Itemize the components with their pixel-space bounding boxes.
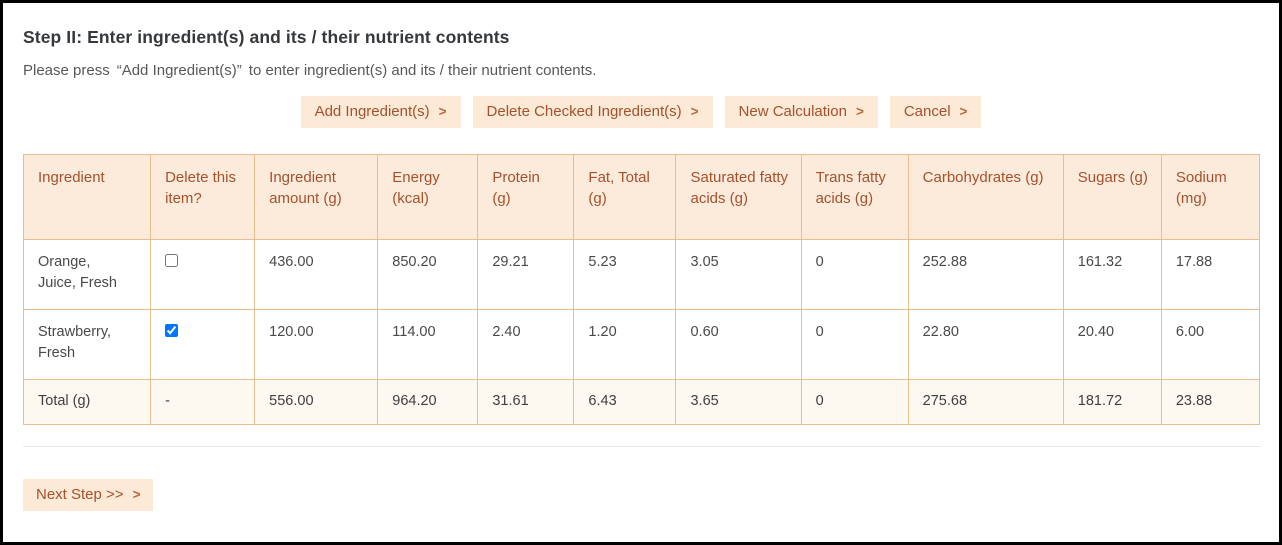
- instruction-prefix: Please press: [23, 62, 110, 79]
- nutrient-value-cell: 29.21: [477, 239, 575, 310]
- column-header: Ingredient amount (g): [254, 154, 379, 240]
- chevron-right-icon: >: [959, 104, 968, 119]
- new-calculation-button[interactable]: New Calculation >: [724, 96, 878, 128]
- page-title: Step II: Enter ingredient(s) and its / t…: [23, 27, 510, 47]
- instruction-quoted-phrase: “Add Ingredient(s)”: [116, 62, 242, 79]
- nutrient-value-cell: 2.40: [477, 309, 575, 380]
- delete-item-checkbox[interactable]: [165, 254, 179, 267]
- add-ingredients-button[interactable]: Add Ingredient(s) >: [300, 96, 461, 128]
- nutrient-value-cell: 114.00: [377, 309, 479, 380]
- column-header: Carbohydrates (g): [907, 154, 1064, 240]
- nutrient-value-cell: 0: [800, 309, 909, 380]
- total-value-cell: 31.61: [477, 379, 575, 425]
- button-label: Delete Checked Ingredient(s): [486, 103, 682, 120]
- ingredient-name-cell: Strawberry, Fresh: [22, 309, 152, 380]
- column-header: Ingredient: [22, 154, 152, 240]
- cancel-button[interactable]: Cancel >: [889, 96, 982, 128]
- column-header: Saturated fatty acids (g): [675, 154, 802, 240]
- total-value-cell: 23.88: [1160, 379, 1261, 425]
- delete-checked-ingredients-button[interactable]: Delete Checked Ingredient(s) >: [472, 96, 713, 128]
- total-value-cell: 556.00: [254, 379, 379, 425]
- table-row: Orange, Juice, Fresh 436.00 850.20 29.21 5.2…: [22, 239, 1261, 310]
- column-header: Fat, Total (g): [573, 154, 677, 240]
- ingredient-name-cell: Orange, Juice, Fresh: [22, 239, 152, 310]
- nutrient-value-cell: 436.00: [254, 239, 379, 310]
- button-label: New Calculation: [738, 103, 847, 120]
- table-row: Strawberry, Fresh 120.00 114.00 2.40 1.20 0.6…: [22, 309, 1261, 380]
- nutrient-value-cell: 22.80: [907, 309, 1064, 380]
- column-header: Sugars (g): [1062, 154, 1162, 240]
- nutrient-value-cell: 20.40: [1062, 309, 1162, 380]
- total-value-cell: 3.65: [675, 379, 802, 425]
- chevron-right-icon: >: [132, 487, 141, 502]
- button-label: Cancel: [903, 103, 951, 120]
- next-step-button[interactable]: Next Step >> >: [23, 479, 154, 511]
- total-value-cell: 0: [800, 379, 909, 425]
- nutrient-value-cell: 252.88: [907, 239, 1064, 310]
- nutrient-value-cell: 5.23: [573, 239, 677, 310]
- chevron-right-icon: >: [855, 104, 864, 119]
- total-row: Total (g) -556.00 964.20 31.61 6.43 3.65 0 275.…: [22, 379, 1261, 425]
- total-value-cell: 964.20: [377, 379, 479, 425]
- nutrient-value-cell: 0.60: [675, 309, 802, 380]
- nutrient-value-cell: 17.88: [1160, 239, 1261, 310]
- chevron-right-icon: >: [438, 104, 447, 119]
- nutrient-value-cell: 850.20: [377, 239, 479, 310]
- button-label: Add Ingredient(s): [314, 103, 430, 120]
- total-label-cell: Total (g): [22, 379, 152, 425]
- nutrient-value-cell: 120.00: [254, 309, 379, 380]
- next-step-label: Next Step >>: [36, 486, 124, 503]
- nutrient-table: Ingredient Delete this item? Ingredient am…: [22, 154, 1261, 425]
- total-value-cell: 181.72: [1062, 379, 1162, 425]
- chevron-right-icon: >: [690, 104, 699, 119]
- instruction-text: Please press “Add Ingredient(s)” to enter …: [23, 62, 1259, 79]
- nutrient-value-cell: 6.00: [1160, 309, 1261, 380]
- table-header-row: Ingredient Delete this item? Ingredient am…: [22, 154, 1261, 240]
- total-value-cell: 6.43: [573, 379, 677, 425]
- total-value-cell: 275.68: [907, 379, 1064, 425]
- instruction-suffix: to enter ingredient(s) and its / their n…: [248, 62, 597, 79]
- delete-checkbox-cell: [150, 239, 256, 310]
- footer: Next Step >> >: [23, 479, 1259, 511]
- nutrient-value-cell: 161.32: [1062, 239, 1162, 310]
- delete-checkbox-cell: [150, 309, 256, 380]
- column-header: Energy (kcal): [377, 154, 479, 240]
- column-header: Protein (g): [477, 154, 575, 240]
- column-header: Sodium (mg): [1160, 154, 1261, 240]
- nutrient-value-cell: 0: [800, 239, 909, 310]
- toolbar: Add Ingredient(s) > Delete Checked Ingredi…: [23, 96, 1259, 128]
- delete-item-checkbox[interactable]: [165, 324, 179, 337]
- total-delete-cell: -: [150, 379, 256, 425]
- nutrient-value-cell: 1.20: [573, 309, 677, 380]
- column-header: Trans fatty acids (g): [800, 154, 909, 240]
- nutrient-value-cell: 3.05: [675, 239, 802, 310]
- column-header: Delete this item?: [150, 154, 256, 240]
- section-divider: [23, 446, 1261, 447]
